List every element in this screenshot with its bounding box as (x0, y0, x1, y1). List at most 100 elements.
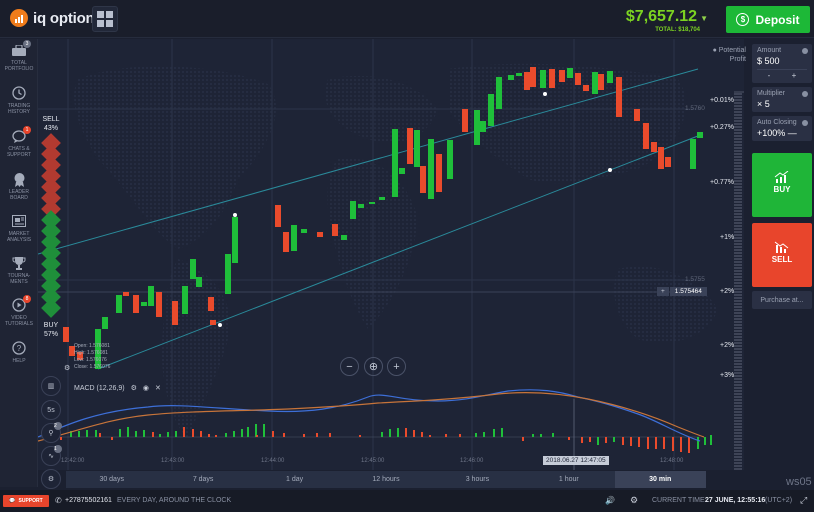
chart-type-button[interactable]: ▥ (41, 376, 61, 396)
purchase-at-button[interactable]: Purchase at... (752, 291, 812, 309)
current-time-label: CURRENT TIME: (652, 497, 707, 504)
ohlc-tooltip: Open: 1.576081 High: 1.576081 Low: 1.576… (74, 343, 110, 371)
auto-closing-field[interactable]: Auto Closing +100% — (752, 116, 812, 141)
current-price-tag: + 1.575464 (657, 287, 707, 296)
ohlc-low: Low: 1.576076 (74, 357, 107, 363)
buy-button[interactable]: BUY (752, 153, 812, 217)
settings-gear-icon[interactable]: ⚙ (630, 495, 639, 505)
multiplier-field[interactable]: Multiplier × 5 (752, 87, 812, 112)
macd-settings-gear-icon[interactable]: ⚙ (130, 385, 137, 392)
fullscreen-icon[interactable]: ⤢ (800, 495, 808, 505)
trader-sentiment: SELL 43% BUY 57% (38, 115, 64, 338)
auto-closing-help-icon[interactable] (802, 120, 808, 126)
logo[interactable]: iq option (10, 9, 95, 27)
sound-icon[interactable]: 🔊 (605, 496, 615, 505)
sidebar-item-video-tutorials[interactable]: 8 VIDEO TUTORIALS (0, 295, 38, 327)
macd-remove-close-icon[interactable]: ✕ (154, 385, 161, 392)
logo-text: iq option (33, 9, 95, 27)
recenter-button[interactable]: ⊕ (364, 357, 383, 376)
price-level-label: 1.5760 (685, 105, 705, 112)
ohlc-open: Open: 1.576081 (74, 343, 110, 349)
sidebar-item-label: VIDEO TUTORIALS (5, 315, 33, 327)
apps-grid-button[interactable] (92, 6, 118, 32)
support-label: SUPPORT (18, 498, 43, 504)
plus-icon: + (657, 287, 669, 296)
balance-amount: $7,657.12 (625, 8, 698, 25)
help-icon: ? (11, 341, 27, 355)
sidebar: 3 TOTAL PORTFOLIO TRADING HISTORY 1 CHAT… (0, 39, 38, 487)
balance-total: TOTAL: $18,704 (655, 27, 700, 33)
price-level-label: 1.5755 (685, 276, 705, 283)
price-axis[interactable] (700, 39, 744, 470)
sidebar-item-tournaments[interactable]: TOURNA- MENTS (0, 256, 38, 285)
multiplier-help-icon[interactable] (802, 91, 808, 97)
ohlc-close: Close: 1.576076 (74, 364, 111, 370)
chart-up-icon (752, 170, 812, 185)
timeframe-1-hour[interactable]: 1 hour (558, 476, 579, 483)
sell-label: SELL (771, 255, 793, 264)
current-price: 1.575464 (669, 287, 707, 296)
sell-sentiment-pct: 43% (43, 125, 58, 132)
timeframe-12-hours[interactable]: 12 hours (372, 476, 400, 483)
balance-dropdown[interactable]: $7,657.12 ▼ TOTAL: $18,704 (626, 8, 708, 33)
current-time: 27 JUNE, 12:55:16 (705, 497, 766, 504)
buy-sentiment-pct: 57% (43, 331, 58, 338)
trophy-icon (11, 256, 27, 270)
amount-value[interactable]: $ 500 (757, 56, 780, 66)
sidebar-item-label: TOURNA- MENTS (7, 273, 31, 285)
gears-icon: ⚙ (47, 476, 55, 483)
sidebar-item-label: CHATS & SUPPORT (6, 146, 32, 158)
indicators-button[interactable]: ⚲ 2 (41, 422, 62, 443)
sidebar-item-label: TOTAL PORTFOLIO (4, 60, 34, 72)
purchase-at-label: Purchase at... (760, 296, 804, 304)
time-tick: 12:45:00 (361, 458, 385, 464)
amount-field[interactable]: Amount $ 500 - + (752, 44, 812, 83)
interval-button[interactable]: 5s (41, 400, 61, 420)
price-chart[interactable] (38, 39, 744, 470)
multiplier-value[interactable]: × 5 (757, 99, 770, 109)
amount-increase-button[interactable]: + (791, 71, 797, 80)
drawing-tools-button[interactable]: ∿ 1 (41, 445, 62, 466)
zoom-in-button[interactable]: + (387, 357, 406, 376)
newspaper-icon (11, 214, 27, 228)
timeframe-30-min[interactable]: 30 min (614, 471, 706, 488)
macd-visibility-eye-icon[interactable]: ◉ (142, 385, 149, 392)
sell-button[interactable]: SELL (752, 223, 812, 287)
sidebar-item-market-analysis[interactable]: MARKET ANALYSIS (0, 214, 38, 243)
clock-icon (11, 86, 27, 100)
briefcase-icon: 3 (11, 40, 31, 57)
timeframe-1-day[interactable]: 1 day (285, 476, 304, 483)
amount-help-icon[interactable] (802, 48, 808, 54)
timeframe-7-days[interactable]: 7 days (192, 476, 214, 483)
settings-gear-icon[interactable]: ⚙ (64, 365, 71, 372)
auto-closing-value[interactable]: +100% — (757, 128, 797, 138)
time-tick: 12:44:00 (261, 458, 285, 464)
support-button[interactable]: 💬 SUPPORT (3, 495, 49, 507)
sidebar-item-trading-history[interactable]: TRADING HISTORY (0, 86, 38, 115)
top-bar: iq option $7,657.12 ▼ TOTAL: $18,704 $ De… (0, 0, 814, 38)
sidebar-item-help[interactable]: ? HELP (0, 341, 38, 364)
amount-decrease-button[interactable]: - (767, 71, 771, 80)
timeframe-30-days[interactable]: 30 days (99, 476, 124, 483)
sidebar-item-chats-support[interactable]: 1 CHATS & SUPPORT (0, 126, 38, 158)
sidebar-item-label: TRADING HISTORY (7, 103, 31, 115)
sidebar-item-total-portfolio[interactable]: 3 TOTAL PORTFOLIO (0, 40, 38, 72)
profit-tick: +0.01% (710, 97, 734, 104)
zoom-out-button[interactable]: − (340, 357, 359, 376)
info-icon[interactable]: ● (712, 47, 717, 54)
drawing-badge: 1 (54, 445, 62, 453)
sidebar-item-leader-board[interactable]: LEADER BOARD (0, 172, 38, 201)
timeframe-3-hours[interactable]: 3 hours (465, 476, 490, 483)
profit-tick: +1% (720, 234, 735, 241)
svg-text:?: ? (17, 344, 22, 353)
profit-tick: +2% (720, 342, 735, 349)
hover-time-label: 2018.06.27 12:47:05 (543, 456, 609, 465)
deposit-button[interactable]: $ Deposit (726, 6, 810, 33)
chart-settings-button[interactable]: ⚙ (41, 469, 61, 489)
buy-sentiment-label: BUY (43, 322, 59, 329)
logo-icon (10, 9, 28, 27)
chart-down-icon (752, 241, 812, 255)
profit-tick: +3% (720, 372, 735, 379)
status-bar: 💬 SUPPORT ✆ +27875502161 EVERY DAY, AROUN… (0, 490, 814, 512)
support-phone[interactable]: +27875502161 (65, 497, 112, 504)
